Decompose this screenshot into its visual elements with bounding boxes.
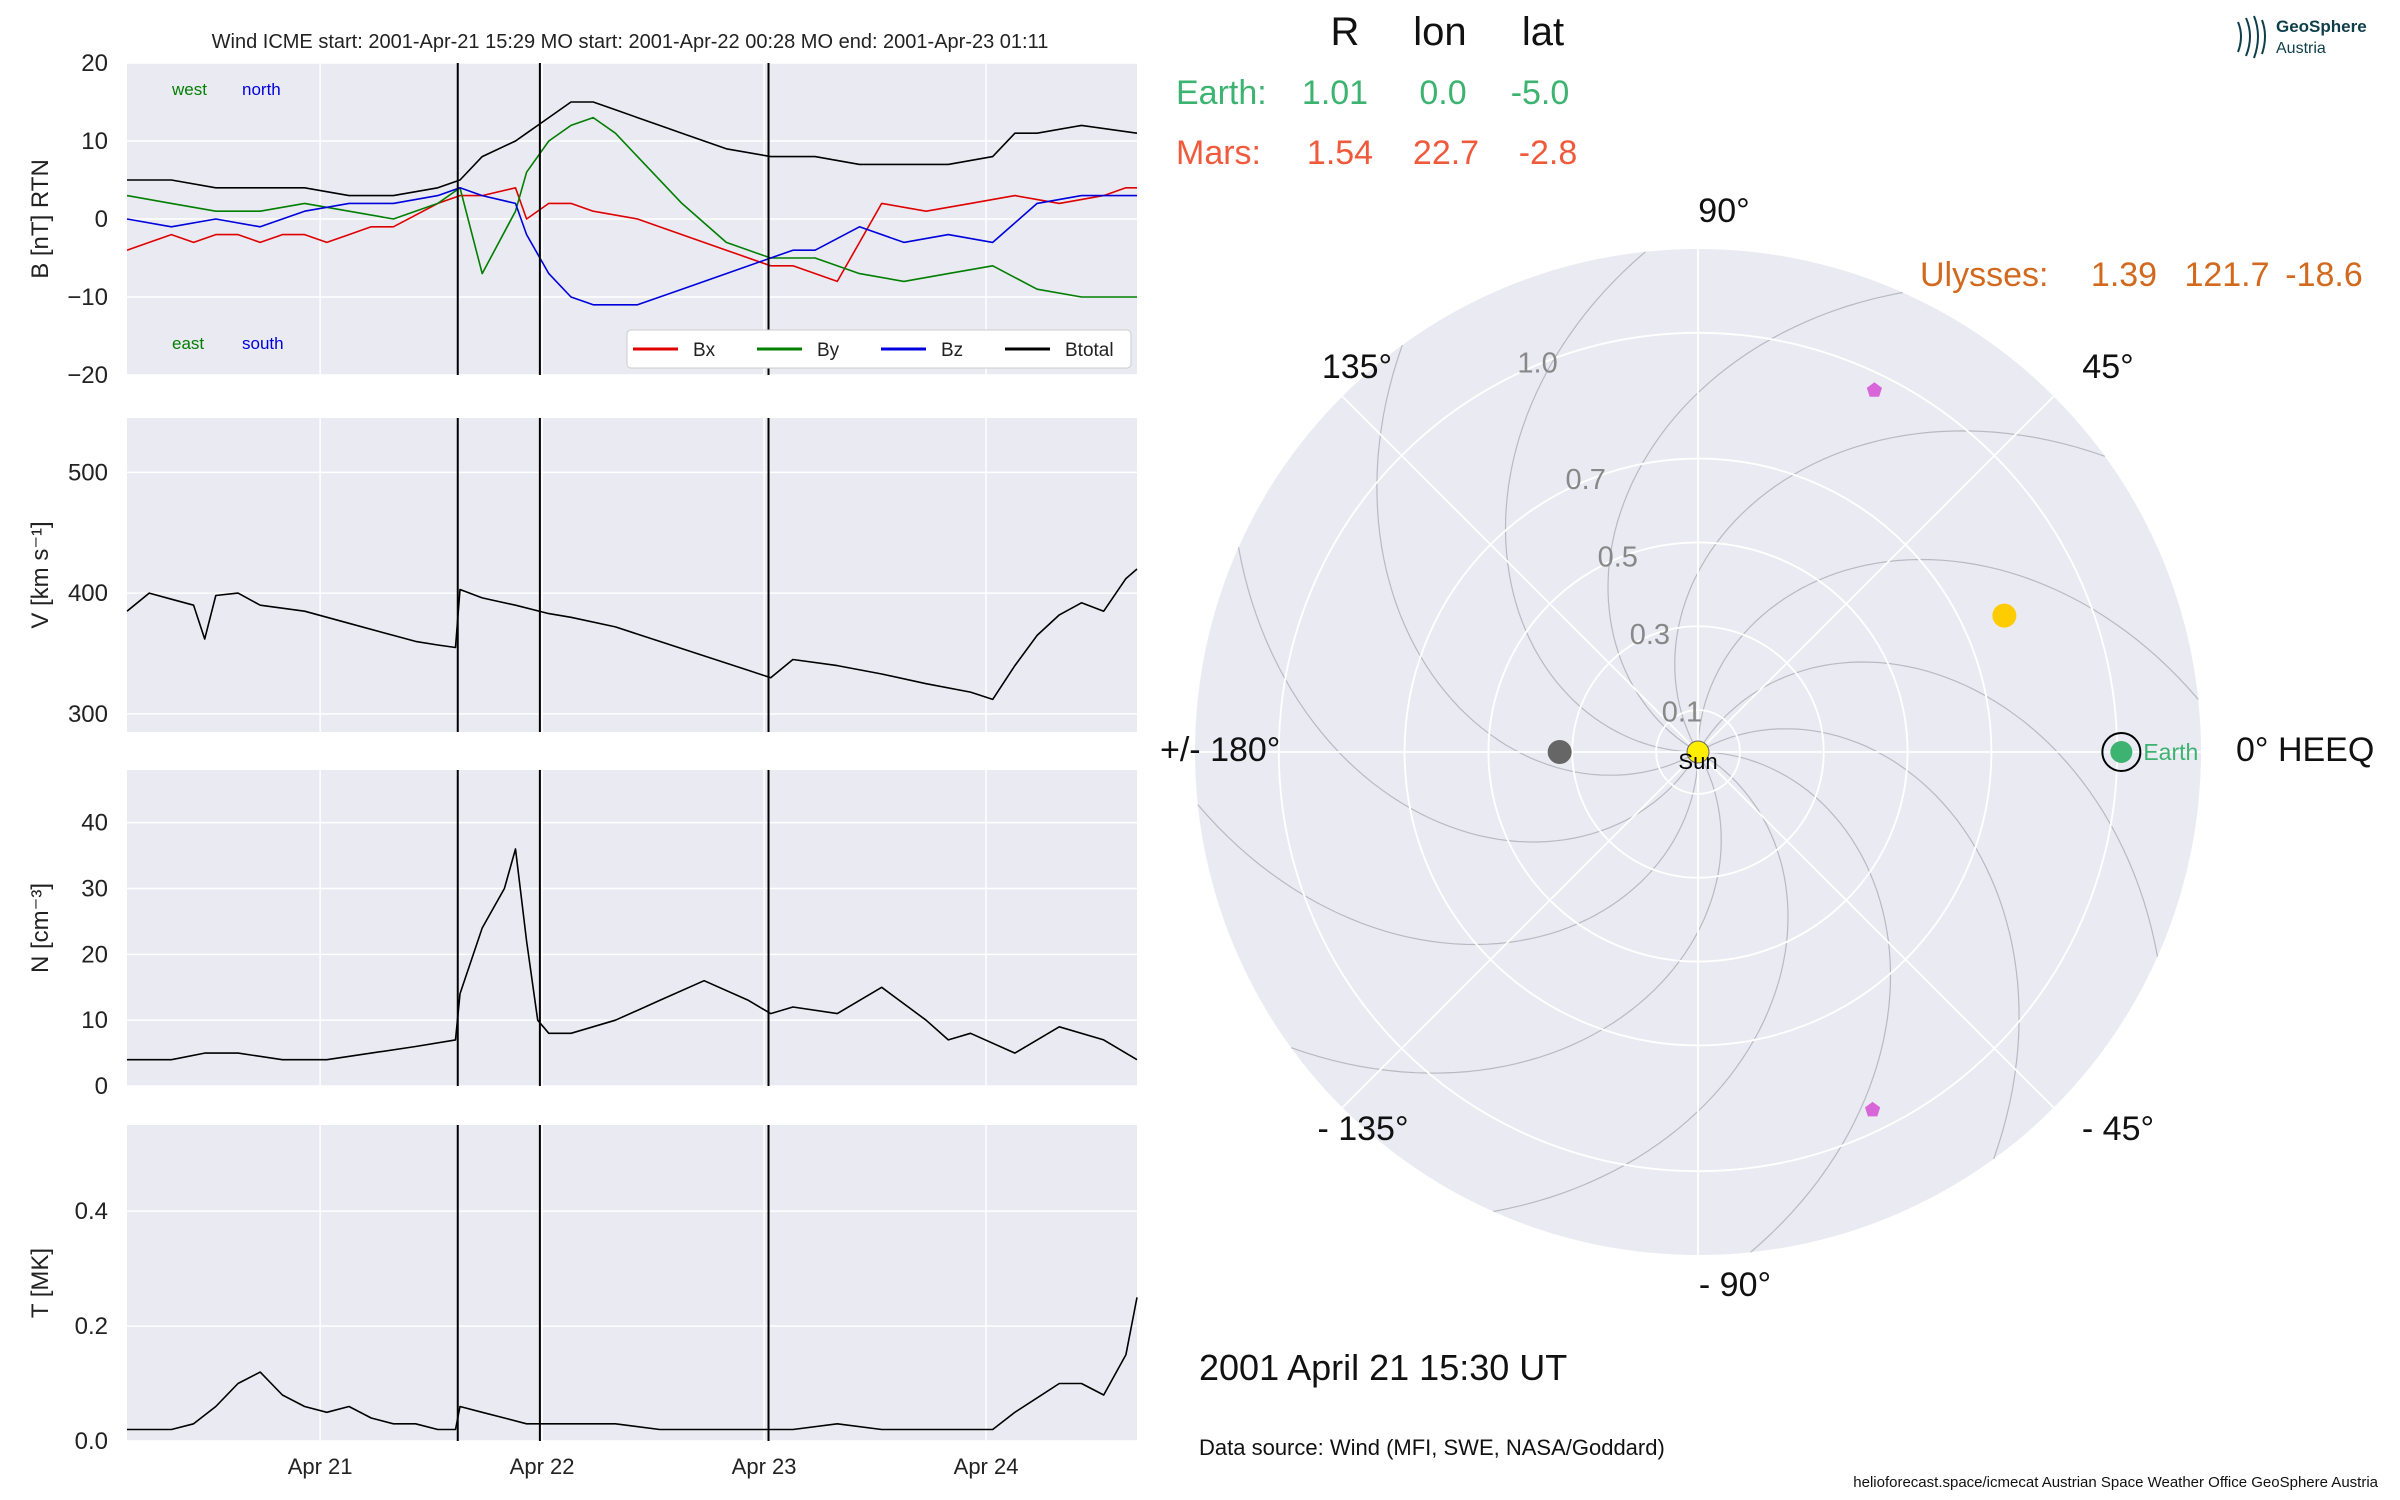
row-value: 0.0 <box>1419 74 1466 112</box>
table-header: lon <box>1413 10 1466 54</box>
y-axis-label: T [MK] <box>27 1248 54 1318</box>
annotation-east: east <box>172 334 204 353</box>
series-line-Bx <box>126 187 1137 283</box>
table-header: R <box>1331 10 1360 54</box>
y-tick-label: 20 <box>81 50 108 77</box>
angle-gridline <box>1697 751 2055 1109</box>
angle-gridline <box>1341 751 1699 1109</box>
angle-label: 0° HEEQ <box>2236 731 2374 769</box>
logo-mark-icon <box>2237 15 2266 59</box>
table-header: lat <box>1522 10 1564 54</box>
earth-label: Earth <box>2143 739 2198 765</box>
sun-label: Sun <box>1678 749 1717 774</box>
spacecraft-marker <box>1865 1101 1881 1117</box>
legend: Bx By Bz Btotal <box>626 329 1132 369</box>
y-tick-label: 500 <box>68 459 108 486</box>
y-tick-label: 10 <box>81 128 108 155</box>
y-tick-label: 0 <box>95 206 108 233</box>
sun-marker <box>1686 740 1710 764</box>
row-value: 1.39 <box>2091 256 2157 294</box>
panel-background <box>127 1125 1137 1441</box>
row-value: 1.54 <box>1307 134 1373 172</box>
chart-title: Wind ICME start: 2001-Apr-21 15:29 MO st… <box>212 31 1049 53</box>
r-tick-label: 0.7 <box>1566 464 1606 496</box>
angle-gridline <box>1341 395 1699 753</box>
legend-label-Bz: Bz <box>941 340 963 361</box>
y-tick-label: 0.0 <box>75 1428 108 1455</box>
y-tick-label: 10 <box>81 1007 108 1034</box>
series-line-data <box>126 568 1138 701</box>
y-tick-label: −20 <box>67 362 108 389</box>
row-name: Mars: <box>1176 134 1261 172</box>
planet-ring <box>2101 732 2142 772</box>
legend-box <box>626 329 1132 369</box>
series-line-data <box>127 848 1138 1061</box>
legend-label-Bx: Bx <box>693 340 716 361</box>
row-value: 121.7 <box>2184 256 2269 294</box>
r-tick-label: 0.3 <box>1630 619 1670 651</box>
annotation-north: north <box>242 80 281 99</box>
angle-label: 90° <box>1698 192 1749 230</box>
panel-0: 20 10 0 −10 −20 B [nT] RTN Wind ICME start: 20… <box>27 31 1138 389</box>
y-tick-label: 0.2 <box>75 1313 108 1340</box>
angle-label: - 135° <box>1317 1110 1408 1148</box>
angle-label: - 90° <box>1699 1266 1771 1304</box>
y-axis-label: B [nT] RTN <box>27 159 54 279</box>
y-tick-label: 300 <box>68 701 108 728</box>
x-tick-label: Apr 22 <box>510 1454 575 1479</box>
y-tick-label: 30 <box>81 876 108 903</box>
series-line-By <box>126 116 1137 298</box>
x-tick-label: Apr 24 <box>954 1454 1019 1479</box>
r-tick-label: 0.5 <box>1598 541 1638 573</box>
logo-line1: GeoSphere <box>2276 17 2367 36</box>
annotation-south: south <box>242 334 284 353</box>
legend-label-Btotal: Btotal <box>1065 340 1114 361</box>
y-axis-label: N [cm⁻³] <box>27 883 54 973</box>
angle-label: - 45° <box>2082 1110 2154 1148</box>
y-tick-label: 400 <box>68 580 108 607</box>
body-marker <box>1992 603 2017 628</box>
panel-1: 500 400 300 V [km s⁻¹] <box>27 418 1138 732</box>
angle-gridline <box>1697 395 2055 753</box>
source-text: Data source: Wind (MFI, SWE, NASA/Goddar… <box>1199 1435 1665 1460</box>
series-line-data <box>127 1297 1138 1431</box>
logo-line2: Austria <box>2276 40 2326 57</box>
angle-label: 135° <box>1322 348 1392 386</box>
date-text: 2001 April 21 15:30 UT <box>1199 1347 1567 1388</box>
series-line-Btotal <box>127 101 1138 197</box>
row-name: Earth: <box>1176 74 1267 112</box>
r-tick-label: 1.0 <box>1517 348 1557 380</box>
row-value: -5.0 <box>1511 74 1570 112</box>
angle-label: 45° <box>2082 348 2133 386</box>
panel-3: 0.4 0.2 0.0 T [MK] Apr 21 Apr 22 Apr 23 Apr 24 <box>27 1125 1138 1479</box>
series-line-Bz <box>126 187 1137 306</box>
y-tick-label: −10 <box>67 284 108 311</box>
spacecraft-marker <box>1866 382 1882 397</box>
panel-2: 40 30 20 10 0 N [cm⁻³] <box>27 770 1138 1100</box>
x-tick-label: Apr 23 <box>732 1454 797 1479</box>
row-value: -2.8 <box>1519 134 1578 172</box>
earth-marker <box>2110 741 2133 763</box>
annotation-west: west <box>171 80 207 99</box>
row-value: 22.7 <box>1413 134 1479 172</box>
r-tick-label: 0.1 <box>1662 696 1702 728</box>
body-marker <box>1547 740 1572 764</box>
row-value: 1.01 <box>1302 74 1368 112</box>
y-tick-label: 0 <box>95 1073 108 1100</box>
y-tick-label: 20 <box>81 941 108 968</box>
y-tick-label: 40 <box>81 810 108 837</box>
y-axis-label: V [km s⁻¹] <box>27 521 54 628</box>
panel-background <box>127 418 1137 732</box>
row-value: -18.6 <box>2285 256 2363 294</box>
legend-label-By: By <box>817 340 840 361</box>
geosphere-logo: GeoSphere Austria <box>2237 15 2367 59</box>
x-tick-label: Apr 21 <box>288 1454 353 1479</box>
row-name: Ulysses: <box>1920 256 2048 294</box>
footer-text: helioforecast.space/icmecat Austrian Spa… <box>1853 1474 2378 1491</box>
angle-label: +/- 180° <box>1160 731 1280 769</box>
y-tick-label: 0.4 <box>75 1198 108 1225</box>
